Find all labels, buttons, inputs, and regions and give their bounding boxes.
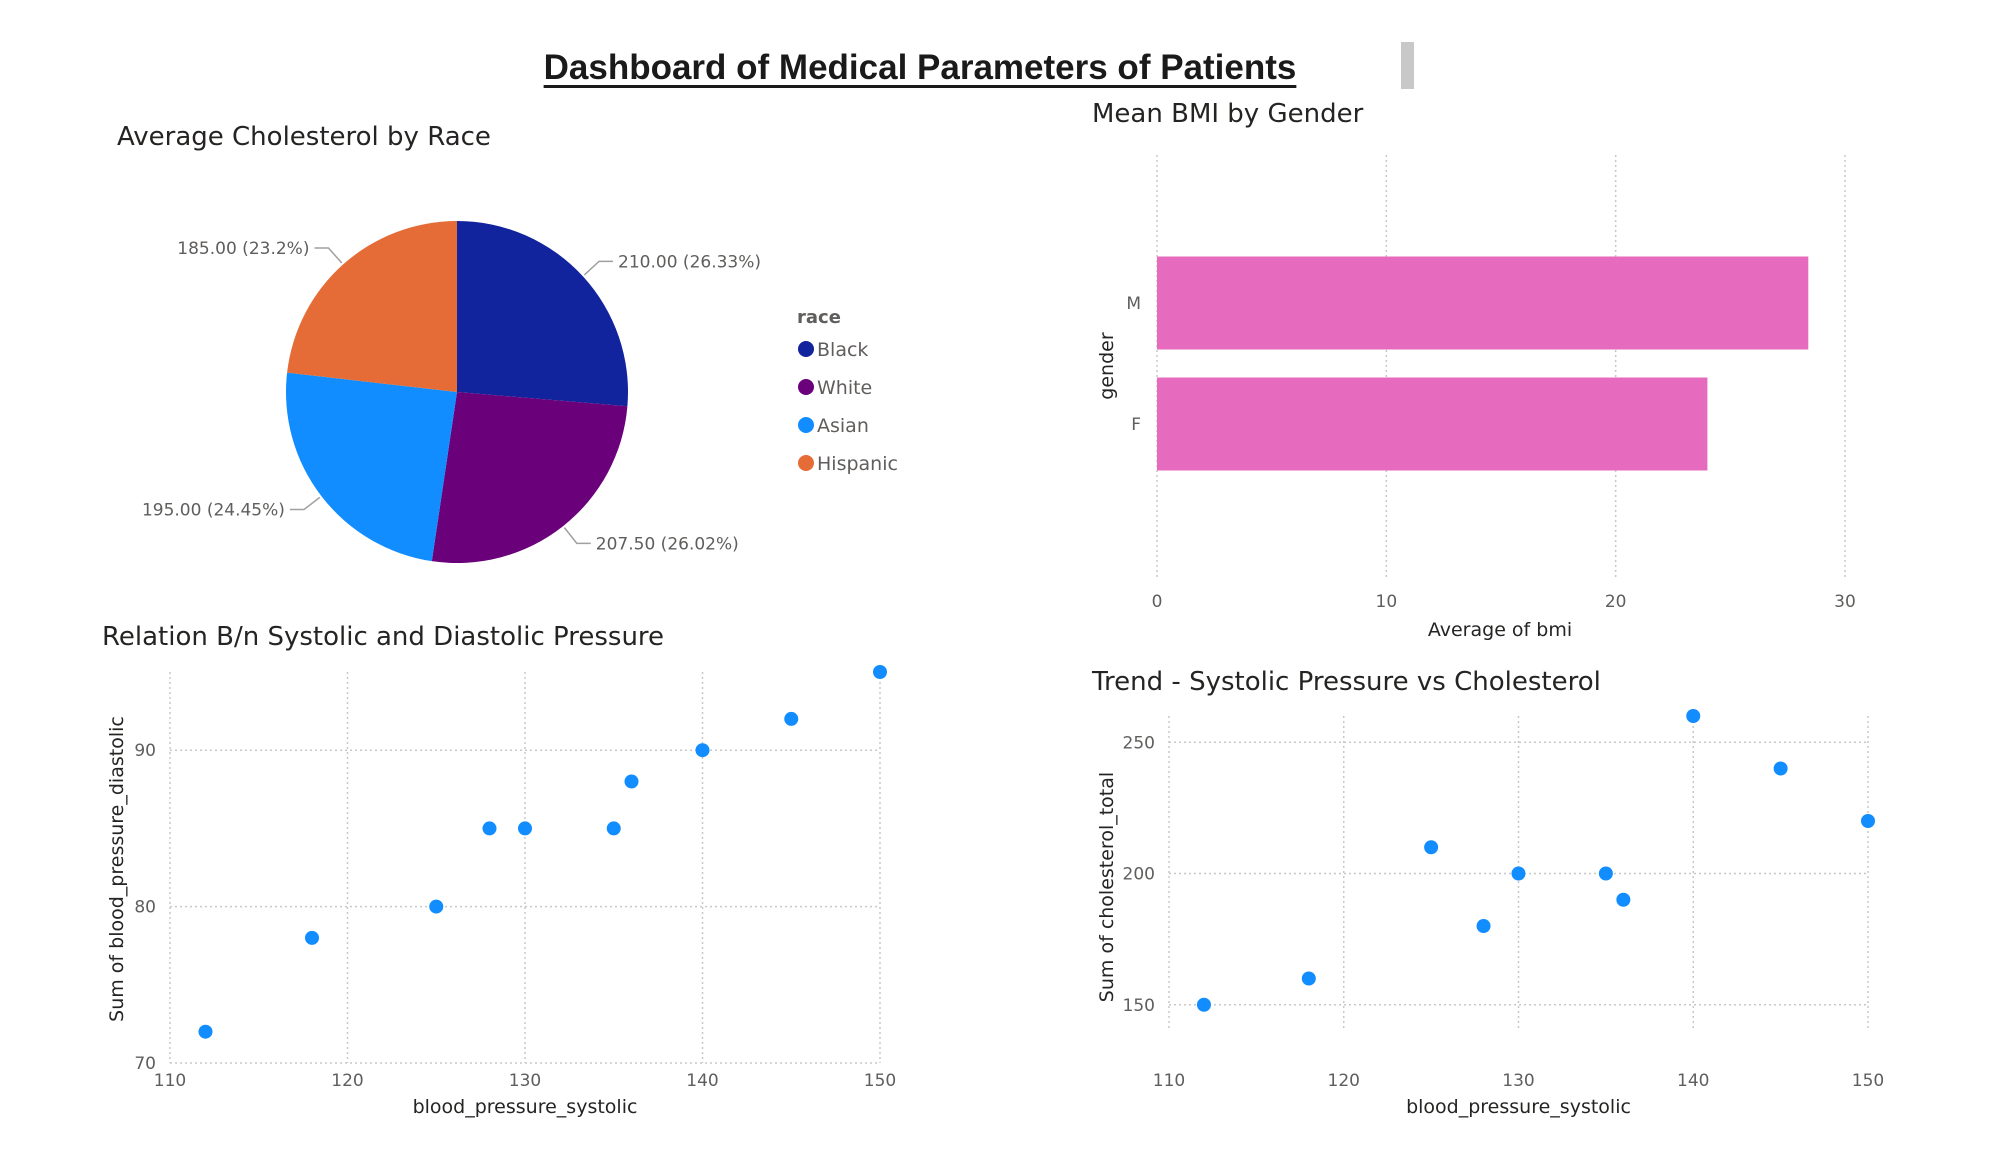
legend-marker-black — [798, 341, 814, 357]
scatter1-y-axis-label: Sum of blood_pressure_diastolic — [106, 716, 128, 1022]
bar-m — [1157, 256, 1809, 350]
pie-chart-title: Average Cholesterol by Race — [117, 122, 491, 152]
scatter1-y-tick-label: 70 — [134, 1054, 156, 1074]
scatter2-point — [1424, 840, 1439, 855]
scatter1-point — [518, 821, 532, 836]
scatter1-point — [198, 1024, 213, 1039]
scatter2-y-tick-label: 200 — [1123, 865, 1155, 885]
scatter2-point — [1773, 761, 1788, 776]
scatter1-y-tick-label: 80 — [134, 898, 156, 918]
bar-x-tick-label: 0 — [1152, 592, 1163, 612]
pie-data-label: 195.00 (24.45%) — [142, 501, 285, 521]
scatter2-x-tick-label: 110 — [1153, 1071, 1185, 1091]
scatter1-y-tick-label: 90 — [134, 741, 156, 761]
pie-data-label: 207.50 (26.02%) — [596, 534, 739, 554]
legend-label-hispanic: Hispanic — [817, 453, 898, 475]
bar-y-tick-label: F — [1131, 415, 1141, 435]
bar-f — [1157, 377, 1708, 471]
pie-data-label: 210.00 (26.33%) — [618, 252, 761, 272]
scatter1-x-tick-label: 130 — [509, 1071, 541, 1091]
scatter1-title: Relation B/n Systolic and Diastolic Pres… — [102, 622, 665, 652]
scatter1-x-tick-label: 110 — [154, 1071, 186, 1091]
bar-x-tick-label: 10 — [1376, 592, 1398, 612]
scatter2-x-tick-label: 120 — [1328, 1071, 1360, 1091]
scatter1-x-axis-label: blood_pressure_systolic — [413, 1096, 638, 1118]
scatter2-point — [1616, 892, 1631, 907]
pie-slice-asian — [286, 372, 457, 562]
legend-marker-hispanic — [798, 455, 814, 471]
bar-y-axis-label: gender — [1096, 332, 1118, 400]
scatter2-x-axis-label: blood_pressure_systolic — [1406, 1096, 1631, 1118]
scatter2-y-axis-label: Sum of cholesterol_total — [1096, 772, 1118, 1002]
scatter1-x-tick-label: 120 — [331, 1071, 363, 1091]
bar-y-tick-label: M — [1126, 294, 1141, 314]
legend-marker-asian — [798, 417, 814, 433]
bar-chart-title: Mean BMI by Gender — [1092, 99, 1364, 129]
scatter1-point — [606, 821, 621, 836]
scatter1-point — [695, 743, 710, 758]
scatter2-x-tick-label: 140 — [1677, 1071, 1709, 1091]
pie-slice-black — [457, 221, 628, 407]
scatter1-point — [784, 711, 799, 726]
scatter1-x-tick-label: 140 — [686, 1071, 718, 1091]
bar-x-axis-label: Average of bmi — [1428, 619, 1572, 641]
scatter2-x-tick-label: 130 — [1502, 1071, 1534, 1091]
pie-leader-line — [583, 260, 614, 276]
scatter1-point — [482, 821, 497, 836]
scatter1-point — [305, 930, 319, 945]
scatter2-title: Trend - Systolic Pressure vs Cholesterol — [1092, 667, 1601, 697]
pie-legend-title: race — [797, 307, 841, 328]
pie-data-label: 185.00 (23.2%) — [177, 239, 309, 259]
title-marker — [1401, 42, 1414, 89]
legend-label-white: White — [817, 377, 872, 399]
scatter2-y-tick-label: 250 — [1123, 733, 1155, 753]
dashboard-title: Dashboard of Medical Parameters of Patie… — [543, 48, 1297, 87]
pie-leader-line — [314, 247, 343, 264]
scatter2-point — [1301, 971, 1316, 986]
bar-x-tick-label: 20 — [1605, 592, 1627, 612]
scatter1-point — [429, 899, 444, 914]
scatter2-y-tick-label: 150 — [1123, 996, 1155, 1016]
scatter1-point — [873, 665, 887, 679]
scatter2-point — [1686, 709, 1701, 723]
legend-label-asian: Asian — [817, 415, 869, 437]
legend-label-black: Black — [817, 339, 868, 361]
scatter2-point — [1511, 866, 1526, 881]
legend-marker-white — [798, 379, 814, 395]
scatter2-point — [1861, 814, 1875, 828]
bar-x-tick-label: 30 — [1834, 592, 1856, 612]
pie-slice-hispanic — [287, 221, 457, 392]
scatter2-point — [1476, 919, 1491, 933]
scatter2-x-tick-label: 150 — [1852, 1071, 1884, 1091]
pie-leader-line — [563, 527, 591, 545]
scatter1-point — [624, 774, 639, 789]
pie-leader-line — [289, 496, 321, 511]
pie-slice-white — [431, 392, 628, 563]
scatter2-point — [1196, 997, 1211, 1012]
scatter2-point — [1598, 866, 1613, 881]
scatter1-x-tick-label: 150 — [864, 1071, 896, 1091]
